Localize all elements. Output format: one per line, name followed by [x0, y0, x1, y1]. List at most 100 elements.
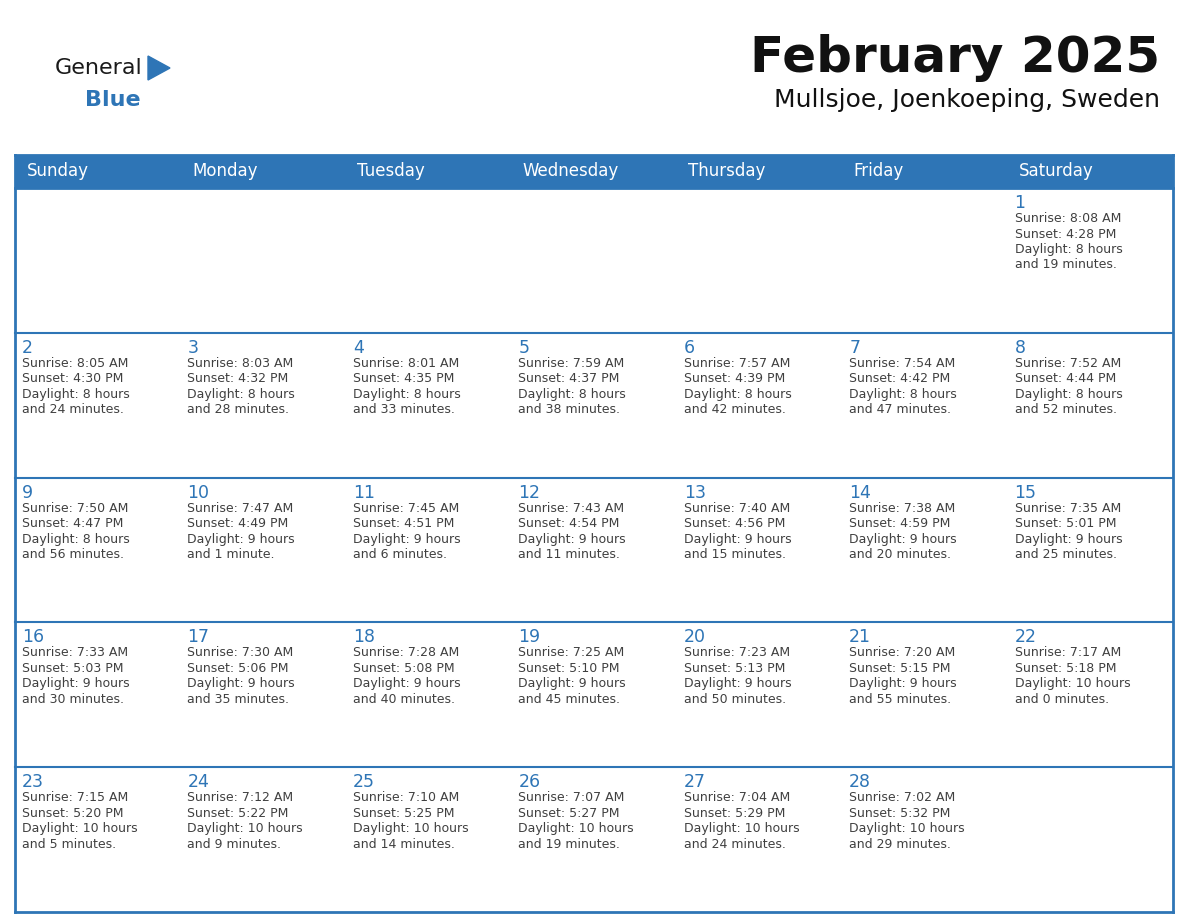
Text: Thursday: Thursday — [688, 162, 766, 181]
Text: Sunset: 4:30 PM: Sunset: 4:30 PM — [23, 373, 124, 386]
Text: Daylight: 10 hours: Daylight: 10 hours — [1015, 677, 1130, 690]
Text: 10: 10 — [188, 484, 209, 501]
Text: Sunrise: 7:04 AM: Sunrise: 7:04 AM — [684, 791, 790, 804]
Text: and 9 minutes.: and 9 minutes. — [188, 838, 282, 851]
Text: 2: 2 — [23, 339, 33, 357]
Text: Daylight: 9 hours: Daylight: 9 hours — [353, 677, 461, 690]
Text: 22: 22 — [1015, 629, 1037, 646]
Text: Daylight: 10 hours: Daylight: 10 hours — [849, 823, 965, 835]
Text: 12: 12 — [518, 484, 541, 501]
Text: and 33 minutes.: and 33 minutes. — [353, 403, 455, 416]
Text: and 50 minutes.: and 50 minutes. — [684, 693, 785, 706]
Text: Sunrise: 7:45 AM: Sunrise: 7:45 AM — [353, 501, 459, 515]
Text: and 5 minutes.: and 5 minutes. — [23, 838, 116, 851]
Text: Blue: Blue — [86, 90, 140, 110]
Text: Sunset: 5:13 PM: Sunset: 5:13 PM — [684, 662, 785, 675]
Text: 5: 5 — [518, 339, 530, 357]
Text: Sunset: 4:35 PM: Sunset: 4:35 PM — [353, 373, 454, 386]
Text: Sunset: 4:51 PM: Sunset: 4:51 PM — [353, 517, 454, 530]
Text: and 19 minutes.: and 19 minutes. — [518, 838, 620, 851]
Text: Sunset: 4:28 PM: Sunset: 4:28 PM — [1015, 228, 1116, 241]
Text: Daylight: 9 hours: Daylight: 9 hours — [23, 677, 129, 690]
Text: and 40 minutes.: and 40 minutes. — [353, 693, 455, 706]
Text: and 45 minutes.: and 45 minutes. — [518, 693, 620, 706]
Text: Sunrise: 7:47 AM: Sunrise: 7:47 AM — [188, 501, 293, 515]
Text: Sunset: 4:37 PM: Sunset: 4:37 PM — [518, 373, 620, 386]
Text: Sunrise: 7:33 AM: Sunrise: 7:33 AM — [23, 646, 128, 659]
Text: 19: 19 — [518, 629, 541, 646]
Text: Sunset: 5:32 PM: Sunset: 5:32 PM — [849, 807, 950, 820]
Text: Monday: Monday — [192, 162, 258, 181]
Bar — [511, 155, 677, 188]
Text: Sunrise: 7:43 AM: Sunrise: 7:43 AM — [518, 501, 625, 515]
Text: and 6 minutes.: and 6 minutes. — [353, 548, 447, 561]
Text: Sunrise: 7:15 AM: Sunrise: 7:15 AM — [23, 791, 128, 804]
Text: 8: 8 — [1015, 339, 1025, 357]
Text: Sunset: 5:29 PM: Sunset: 5:29 PM — [684, 807, 785, 820]
Polygon shape — [148, 56, 170, 80]
Text: Daylight: 9 hours: Daylight: 9 hours — [188, 532, 295, 545]
Text: Sunset: 4:39 PM: Sunset: 4:39 PM — [684, 373, 785, 386]
Text: 13: 13 — [684, 484, 706, 501]
Text: 14: 14 — [849, 484, 871, 501]
Text: Mullsjoe, Joenkoeping, Sweden: Mullsjoe, Joenkoeping, Sweden — [775, 88, 1159, 112]
Text: Sunrise: 7:57 AM: Sunrise: 7:57 AM — [684, 357, 790, 370]
Text: Sunset: 4:49 PM: Sunset: 4:49 PM — [188, 517, 289, 530]
Text: Daylight: 9 hours: Daylight: 9 hours — [849, 677, 956, 690]
Text: Sunrise: 7:23 AM: Sunrise: 7:23 AM — [684, 646, 790, 659]
Text: Sunrise: 7:54 AM: Sunrise: 7:54 AM — [849, 357, 955, 370]
Text: and 1 minute.: and 1 minute. — [188, 548, 274, 561]
Text: 17: 17 — [188, 629, 209, 646]
Text: and 25 minutes.: and 25 minutes. — [1015, 548, 1117, 561]
Bar — [15, 188, 1173, 333]
Text: Sunrise: 8:03 AM: Sunrise: 8:03 AM — [188, 357, 293, 370]
Text: Daylight: 9 hours: Daylight: 9 hours — [353, 532, 461, 545]
Bar — [1007, 155, 1173, 188]
Text: Sunset: 5:25 PM: Sunset: 5:25 PM — [353, 807, 454, 820]
Text: Sunrise: 7:38 AM: Sunrise: 7:38 AM — [849, 501, 955, 515]
Text: Saturday: Saturday — [1019, 162, 1094, 181]
Text: 18: 18 — [353, 629, 375, 646]
Text: Sunrise: 7:52 AM: Sunrise: 7:52 AM — [1015, 357, 1120, 370]
Text: Sunrise: 8:01 AM: Sunrise: 8:01 AM — [353, 357, 459, 370]
Text: Sunrise: 7:10 AM: Sunrise: 7:10 AM — [353, 791, 459, 804]
Text: Sunrise: 7:40 AM: Sunrise: 7:40 AM — [684, 501, 790, 515]
Text: Sunset: 5:18 PM: Sunset: 5:18 PM — [1015, 662, 1116, 675]
Text: Sunset: 5:10 PM: Sunset: 5:10 PM — [518, 662, 620, 675]
Text: Daylight: 8 hours: Daylight: 8 hours — [518, 387, 626, 401]
Text: Sunset: 4:32 PM: Sunset: 4:32 PM — [188, 373, 289, 386]
Text: February 2025: February 2025 — [750, 34, 1159, 82]
Text: Daylight: 8 hours: Daylight: 8 hours — [1015, 243, 1123, 256]
Text: Daylight: 8 hours: Daylight: 8 hours — [684, 387, 791, 401]
Text: Sunset: 4:54 PM: Sunset: 4:54 PM — [518, 517, 620, 530]
Text: Daylight: 8 hours: Daylight: 8 hours — [23, 387, 129, 401]
Text: Sunrise: 7:25 AM: Sunrise: 7:25 AM — [518, 646, 625, 659]
Text: Sunrise: 7:50 AM: Sunrise: 7:50 AM — [23, 501, 128, 515]
Text: 15: 15 — [1015, 484, 1037, 501]
Text: Daylight: 9 hours: Daylight: 9 hours — [849, 532, 956, 545]
Text: Daylight: 10 hours: Daylight: 10 hours — [684, 823, 800, 835]
Text: and 47 minutes.: and 47 minutes. — [849, 403, 952, 416]
Text: Daylight: 10 hours: Daylight: 10 hours — [23, 823, 138, 835]
Text: 25: 25 — [353, 773, 375, 791]
Text: Sunset: 5:03 PM: Sunset: 5:03 PM — [23, 662, 124, 675]
Text: 7: 7 — [849, 339, 860, 357]
Text: Daylight: 9 hours: Daylight: 9 hours — [188, 677, 295, 690]
Text: and 42 minutes.: and 42 minutes. — [684, 403, 785, 416]
Text: Sunday: Sunday — [26, 162, 89, 181]
Text: Sunrise: 7:02 AM: Sunrise: 7:02 AM — [849, 791, 955, 804]
Text: and 15 minutes.: and 15 minutes. — [684, 548, 785, 561]
Text: 21: 21 — [849, 629, 871, 646]
Text: and 52 minutes.: and 52 minutes. — [1015, 403, 1117, 416]
Text: and 20 minutes.: and 20 minutes. — [849, 548, 952, 561]
Bar — [842, 155, 1007, 188]
Text: Sunset: 4:47 PM: Sunset: 4:47 PM — [23, 517, 124, 530]
Text: Sunset: 4:56 PM: Sunset: 4:56 PM — [684, 517, 785, 530]
Text: Daylight: 8 hours: Daylight: 8 hours — [1015, 387, 1123, 401]
Text: Sunrise: 7:12 AM: Sunrise: 7:12 AM — [188, 791, 293, 804]
Text: and 55 minutes.: and 55 minutes. — [849, 693, 952, 706]
Text: Sunrise: 8:08 AM: Sunrise: 8:08 AM — [1015, 212, 1121, 225]
Text: Sunset: 5:22 PM: Sunset: 5:22 PM — [188, 807, 289, 820]
Text: Sunrise: 8:05 AM: Sunrise: 8:05 AM — [23, 357, 128, 370]
Text: Daylight: 9 hours: Daylight: 9 hours — [684, 677, 791, 690]
